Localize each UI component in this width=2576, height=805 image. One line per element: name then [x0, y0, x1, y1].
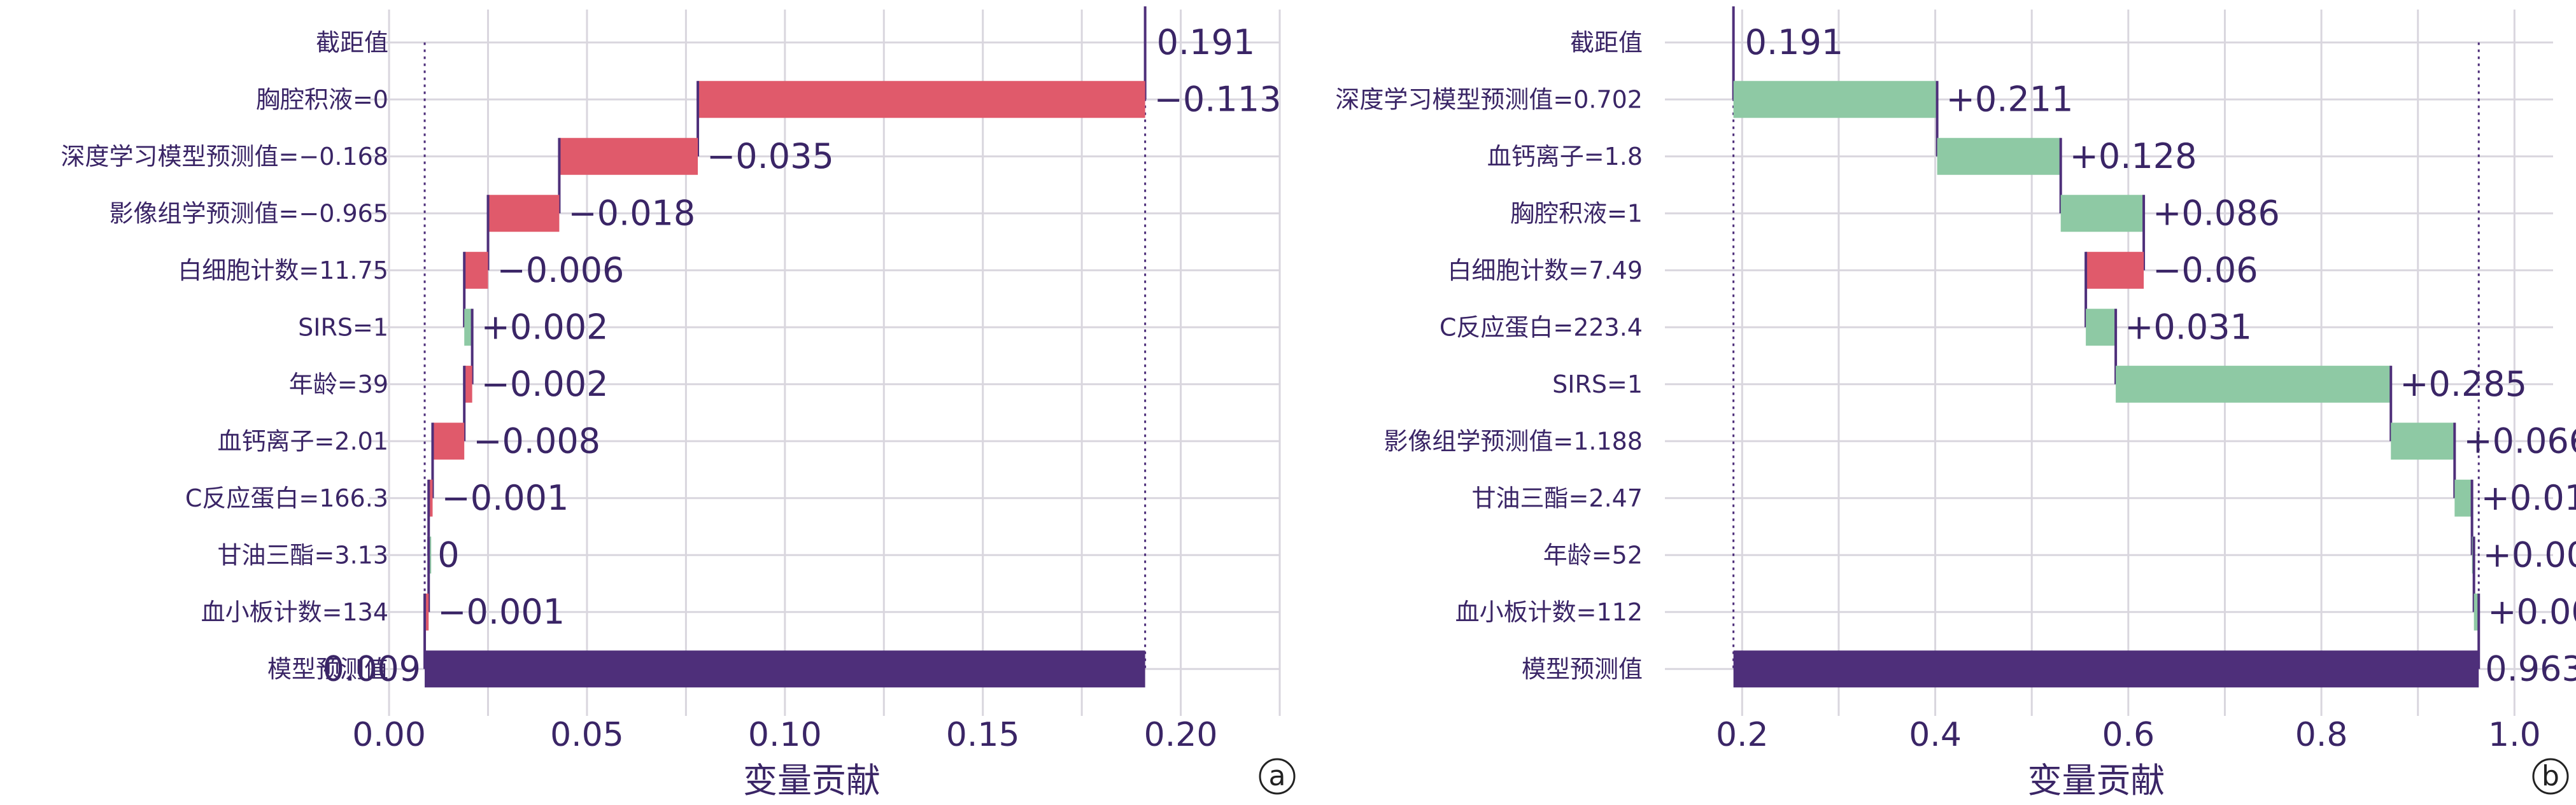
row-label: 血小板计数=112: [1455, 598, 1643, 626]
row-label: 模型预测值: [267, 655, 388, 683]
step-value-label: +0.002: [481, 307, 609, 347]
x-axis-title: 变量贡献: [2028, 760, 2165, 801]
waterfall-bar: [488, 195, 560, 232]
row-label: SIRS=1: [1552, 370, 1643, 398]
waterfall-bar: [2086, 251, 2144, 289]
row-label: 血钙离子=1.8: [1487, 143, 1643, 171]
step-value-label: +0.086: [2153, 193, 2280, 233]
step-value-label: −0.06: [2153, 250, 2258, 290]
step-value-label: +0.285: [2400, 364, 2527, 404]
x-tick-label: 0.8: [2295, 716, 2348, 754]
waterfall-bar: [464, 365, 472, 403]
waterfall-bar: [464, 251, 488, 289]
step-value-label: −0.018: [568, 193, 695, 233]
x-tick-label: 0.10: [748, 716, 822, 754]
row-label: 胸腔积液=1: [1510, 199, 1643, 227]
waterfall-bar: [432, 423, 465, 460]
step-value-label: −0.002: [481, 364, 609, 404]
x-tick-label: 0.00: [352, 716, 426, 754]
step-value-label: −0.113: [1154, 79, 1282, 119]
step-value-label: +0.002: [2483, 535, 2576, 575]
waterfall-bar: [2473, 593, 2479, 631]
step-value-label: +0.128: [2070, 136, 2197, 176]
x-tick-label: 1.0: [2488, 716, 2541, 754]
waterfall-bar: [1733, 81, 1937, 118]
row-label: 截距值: [1570, 29, 1643, 57]
waterfall-bar: [2454, 479, 2472, 517]
waterfall-bar: [2391, 423, 2455, 460]
panel-tag-circle: [1259, 758, 1296, 795]
step-value-label: +0.066: [2463, 421, 2576, 461]
intercept-value-label: 0.191: [1745, 22, 1844, 62]
x-tick-label: 0.20: [1144, 716, 1218, 754]
prediction-value-label: 0.009: [322, 648, 421, 689]
row-label: 甘油三酯=2.47: [1472, 484, 1643, 512]
waterfall-bar: [698, 81, 1145, 118]
row-label: SIRS=1: [298, 313, 388, 341]
row-label: C反应蛋白=166.3: [185, 484, 388, 512]
panel-tag-circle: [2532, 758, 2569, 795]
waterfall-bar: [425, 593, 429, 631]
row-label: 深度学习模型预测值=−0.168: [61, 143, 388, 171]
row-label: 甘油三酯=3.13: [218, 541, 388, 569]
prediction-value-label: 0.963: [2485, 648, 2576, 689]
row-label: 深度学习模型预测值=0.702: [1335, 85, 1643, 113]
step-value-label: −0.006: [497, 250, 625, 290]
row-label: 年龄=39: [289, 370, 388, 398]
row-label: 白细胞计数=11.75: [178, 256, 388, 284]
step-value-label: 0: [437, 535, 459, 575]
x-tick-label: 0.15: [946, 716, 1020, 754]
row-label: 截距值: [316, 29, 388, 57]
prediction-bar: [1733, 650, 2479, 688]
row-label: 年龄=52: [1543, 541, 1643, 569]
row-label: 影像组学预测值=1.188: [1384, 427, 1643, 455]
x-tick-label: 0.6: [2102, 716, 2155, 754]
step-value-label: +0.005: [2488, 592, 2576, 632]
step-value-label: −0.008: [473, 421, 600, 461]
step-value-label: +0.211: [1946, 79, 2074, 119]
waterfall-bar: [2116, 365, 2391, 403]
waterfall-bar: [2060, 195, 2144, 232]
row-label: 血钙离子=2.01: [218, 427, 388, 455]
row-label: 模型预测值: [1522, 655, 1643, 683]
row-label: 血小板计数=134: [201, 598, 388, 626]
intercept-value-label: 0.191: [1157, 22, 1256, 62]
x-tick-label: 0.05: [550, 716, 624, 754]
row-label: 影像组学预测值=−0.965: [110, 199, 388, 227]
step-value-label: +0.031: [2125, 307, 2252, 347]
row-label: 胸腔积液=0: [256, 85, 388, 113]
panel-tag-label: a: [1269, 760, 1286, 792]
x-axis-title: 变量贡献: [743, 760, 881, 801]
waterfall-bar: [428, 479, 433, 517]
step-value-label: −0.001: [441, 478, 569, 518]
waterfall-bar: [464, 309, 472, 346]
step-value-label: −0.001: [437, 592, 565, 632]
panel-tag-label: b: [2542, 760, 2559, 792]
waterfall-bar: [2086, 309, 2116, 346]
prediction-bar: [425, 650, 1145, 688]
waterfall-bar: [559, 137, 698, 175]
step-value-label: −0.035: [707, 136, 834, 176]
x-tick-label: 0.4: [1909, 716, 1962, 754]
row-label: 白细胞计数=7.49: [1448, 256, 1643, 284]
step-value-label: +0.018: [2481, 478, 2576, 518]
waterfall-bar: [1937, 137, 2061, 175]
row-label: C反应蛋白=223.4: [1440, 313, 1643, 341]
x-tick-label: 0.2: [1716, 716, 1769, 754]
